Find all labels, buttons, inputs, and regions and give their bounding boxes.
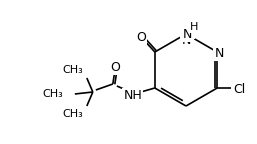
Text: NH: NH	[123, 89, 142, 102]
Text: N: N	[181, 34, 191, 47]
Text: O: O	[136, 31, 146, 44]
Text: CH₃: CH₃	[62, 65, 83, 75]
Text: O: O	[110, 61, 120, 74]
Text: N: N	[215, 47, 224, 60]
Text: H: H	[186, 28, 194, 38]
Text: Cl: Cl	[233, 83, 245, 96]
Text: N: N	[182, 28, 192, 40]
Text: CH₃: CH₃	[62, 109, 83, 119]
Text: CH₃: CH₃	[42, 89, 63, 99]
Text: H: H	[190, 22, 198, 32]
